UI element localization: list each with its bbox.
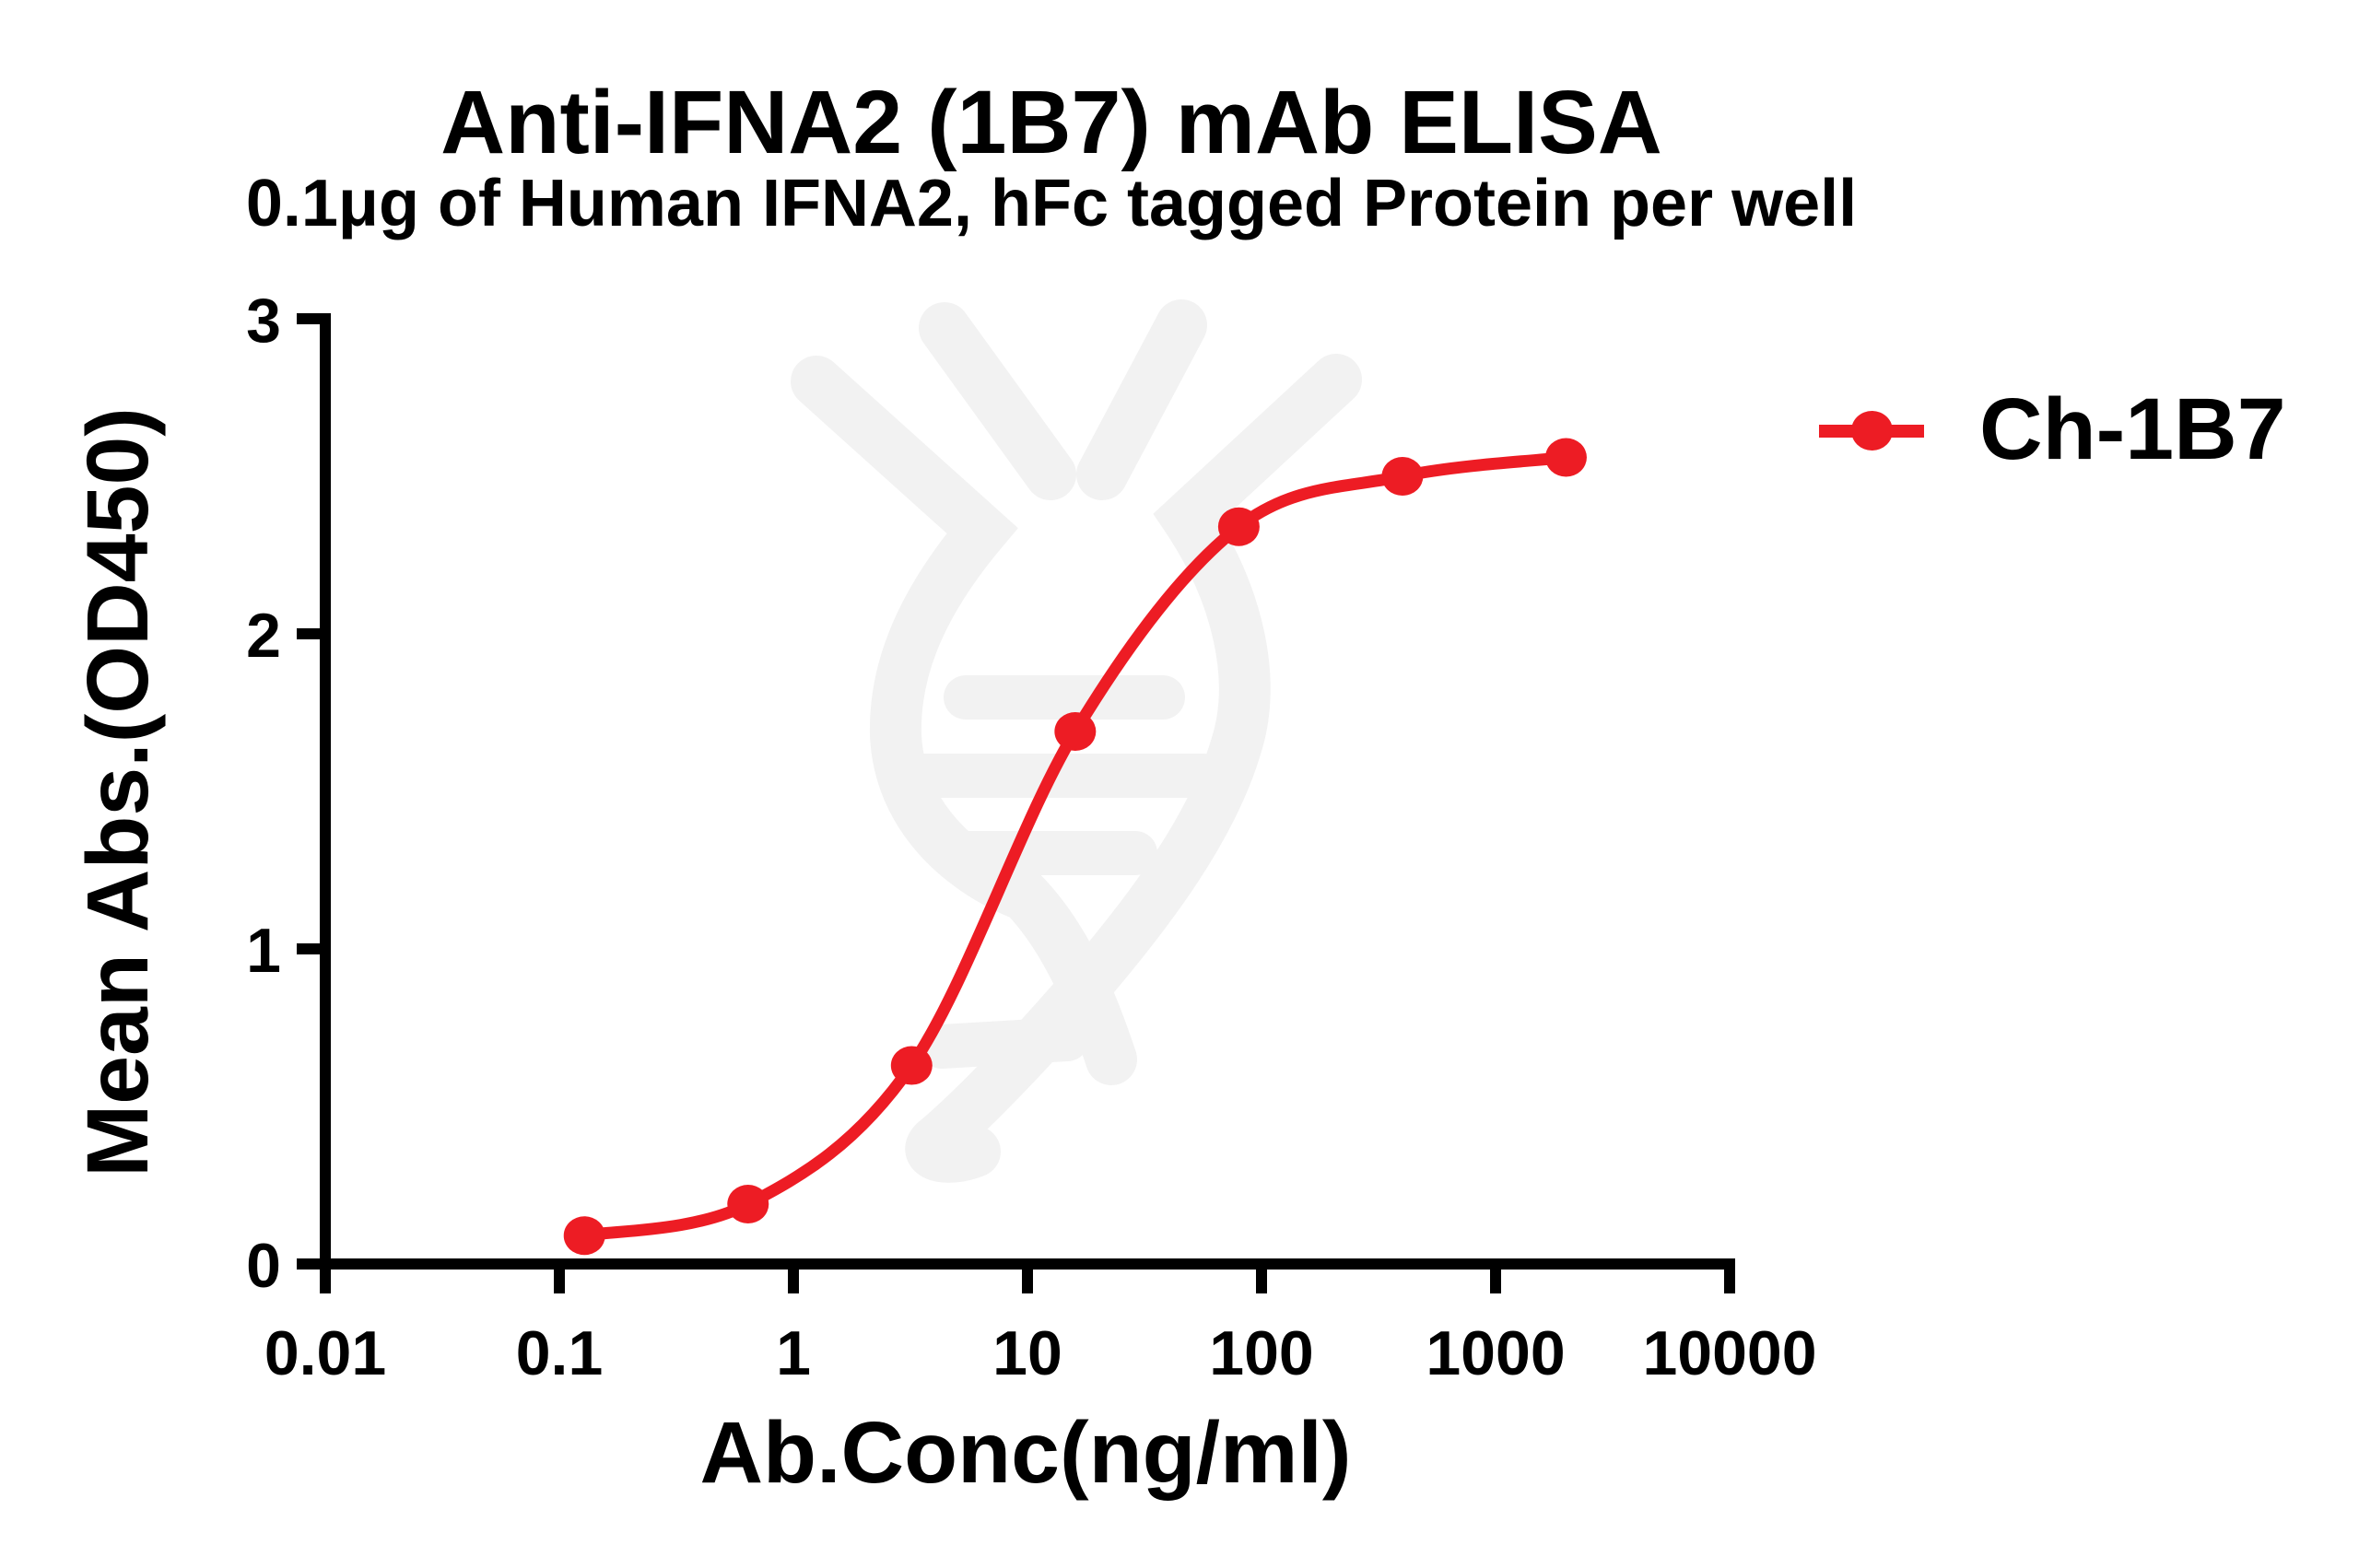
- legend-marker-dot-icon: [1851, 411, 1893, 451]
- data-point-marker: [1054, 712, 1097, 752]
- watermark-arm-outer-right: [905, 354, 1362, 1183]
- data-point-marker: [890, 1046, 933, 1085]
- x-tick-label: 10000: [1642, 1318, 1816, 1388]
- x-tick-label: 0.01: [264, 1318, 386, 1388]
- data-point-marker: [1544, 438, 1587, 477]
- legend-series-label: Ch-1B7: [1979, 380, 2286, 478]
- x-tick-label: 1000: [1426, 1318, 1565, 1388]
- data-point-marker: [727, 1185, 769, 1224]
- y-tick-label: 3: [246, 286, 281, 356]
- y-axis-label: Mean Abs.(OD450): [69, 407, 167, 1177]
- data-point-marker: [563, 1216, 605, 1256]
- x-tick-label: 1: [776, 1318, 811, 1388]
- data-point-marker: [1381, 457, 1424, 496]
- chart-title: Anti-IFNA2 (1B7) mAb ELISA: [440, 72, 1662, 172]
- watermark-rung-4: [920, 1017, 1089, 1069]
- x-tick-label: 10: [992, 1318, 1062, 1388]
- series-curve: [578, 451, 1572, 1242]
- chart-subtitle: 0.1μg of Human IFNA2, hFc tagged Protein…: [245, 167, 1858, 240]
- y-tick-label: 2: [246, 601, 281, 671]
- y-tick-label: 1: [246, 916, 281, 986]
- watermark-arm-inner-right: [1076, 299, 1207, 500]
- watermark-arm-inner-left: [919, 302, 1076, 500]
- x-tick-label: 0.1: [516, 1318, 604, 1388]
- x-tick-label: 100: [1209, 1318, 1313, 1388]
- y-tick-label: 0: [246, 1231, 281, 1301]
- data-point-marker: [1217, 507, 1260, 546]
- x-axis-label: Ab.Conc(ng/ml): [699, 1404, 1352, 1502]
